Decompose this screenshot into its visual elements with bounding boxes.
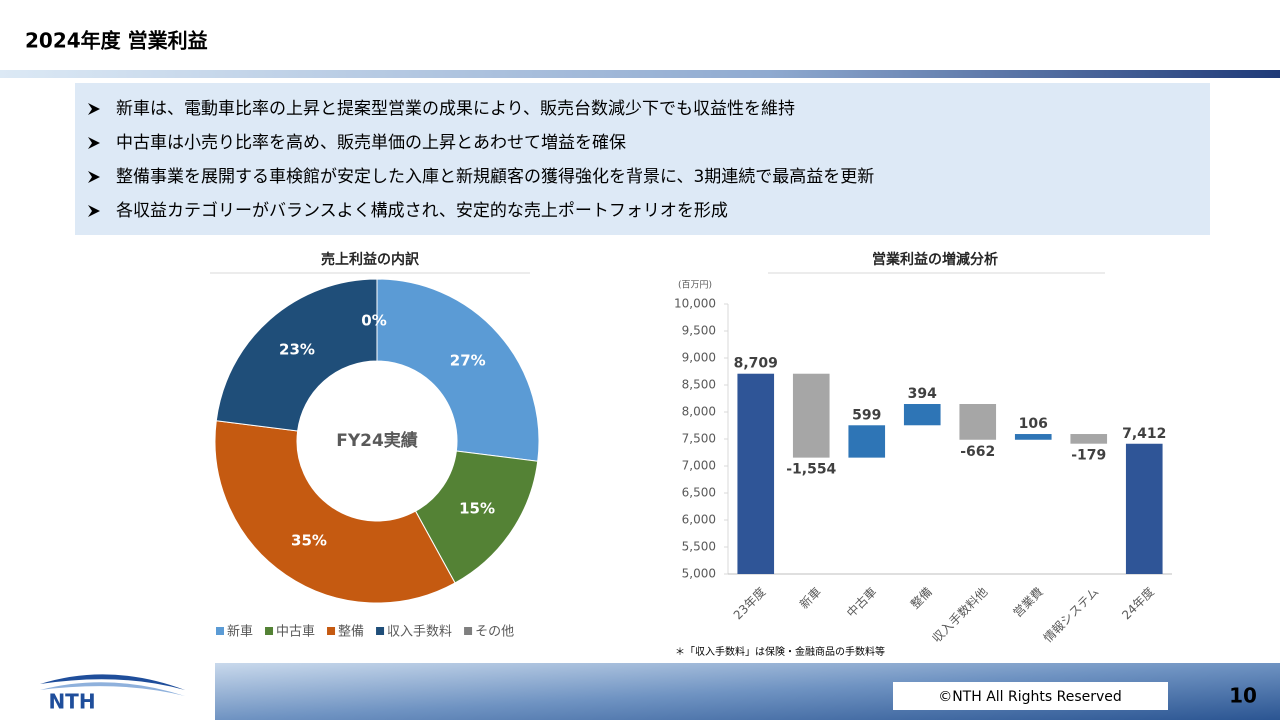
data-label: 27% <box>450 351 486 369</box>
legend-swatch <box>327 627 336 635</box>
y-tick-label: 8,500 <box>682 378 716 392</box>
donut-slice <box>214 420 456 604</box>
x-tick-label: 営業費 <box>1010 584 1046 620</box>
data-label: -662 <box>960 444 995 460</box>
bar <box>1070 434 1108 444</box>
donut-title: 売上利益の内訳 <box>321 251 420 268</box>
bullet-list: 新車は、電動車比率の上昇と提案型営業の成果により、販売台数減少下でも収益性を維持… <box>88 99 874 221</box>
bar <box>903 404 941 426</box>
bullet-arrow <box>88 171 100 183</box>
data-label: 599 <box>852 407 881 423</box>
data-label: 35% <box>291 532 327 550</box>
x-tick-label: 中古車 <box>843 584 879 620</box>
y-tick-label: 8,000 <box>682 405 716 419</box>
bar <box>1014 434 1052 440</box>
y-tick-label: 9,000 <box>682 351 716 365</box>
bar <box>1125 443 1163 574</box>
bullet-text: 中古車は小売り比率を高め、販売単価の上昇とあわせて増益を確保 <box>116 133 626 153</box>
x-tick-label: 情報システム <box>1041 585 1102 646</box>
waterfall-chart: 5,000 5,500 6,000 6,500 7,000 7,500 8,000 8,500… <box>674 297 1166 646</box>
bullet-text: 新車は、電動車比率の上昇と提案型営業の成果により、販売台数減少下でも収益性を維持 <box>116 99 795 119</box>
y-tick-label: 7,500 <box>682 432 716 446</box>
legend-label: 整備 <box>338 624 364 640</box>
bullet-arrow <box>88 137 100 149</box>
copyright: ©NTH All Rights Reserved <box>938 689 1122 705</box>
data-label: 15% <box>459 500 495 518</box>
legend-swatch <box>464 627 473 635</box>
logo-swoosh <box>40 682 185 696</box>
bullet-box <box>75 83 1210 235</box>
footnote: ＊「収入手数料」は保険・金融商品の手数料等 <box>675 645 885 658</box>
data-label: 106 <box>1019 416 1048 432</box>
x-tick-label: 収入手数料他 <box>929 584 991 646</box>
page-number: 10 <box>1229 684 1257 708</box>
logo-swoosh <box>40 674 185 690</box>
donut-slice <box>376 278 540 462</box>
legend-label: 収入手数料 <box>387 625 452 640</box>
data-label: -179 <box>1071 448 1106 464</box>
bar <box>737 373 775 574</box>
bullet-arrow <box>88 103 100 115</box>
y-tick-label: 5,000 <box>682 567 716 581</box>
data-label: 7,412 <box>1122 426 1166 442</box>
slide-title: 2024年度 営業利益 <box>25 29 208 53</box>
data-label: -1,554 <box>786 462 836 478</box>
title-bar <box>0 70 1280 78</box>
data-label: 8,709 <box>734 356 778 372</box>
y-tick-label: 6,000 <box>682 513 716 527</box>
y-tick-label: 7,000 <box>682 459 716 473</box>
y-tick-label: 5,500 <box>682 540 716 554</box>
donut-slice <box>215 278 378 432</box>
unit-label: (百万円) <box>678 280 712 291</box>
x-tick-label: 23年度 <box>730 584 768 622</box>
legend-swatch <box>376 627 385 635</box>
legend-label: 中古車 <box>276 625 315 640</box>
bullet-arrow <box>88 205 100 217</box>
center-label: FY24実績 <box>336 430 418 451</box>
x-tick-label: 整備 <box>907 584 935 612</box>
y-tick-label: 6,500 <box>682 486 716 500</box>
bullet-text: 各収益カテゴリーがバランスよく構成され、安定的な売上ポートフォリオを形成 <box>116 200 728 221</box>
bar <box>959 404 997 440</box>
legend-swatch <box>265 627 274 635</box>
legend-label: 新車 <box>227 624 253 640</box>
y-tick-label: 9,500 <box>682 324 716 338</box>
logo-text: NTH <box>48 690 95 714</box>
data-label: 23% <box>279 341 315 359</box>
waterfall-title: 営業利益の増減分析 <box>872 251 998 268</box>
legend-swatch <box>216 627 224 635</box>
data-label: 394 <box>908 386 937 402</box>
y-tick-label: 10,000 <box>674 297 716 311</box>
data-label: 0% <box>361 312 386 330</box>
legend-label: その他 <box>475 625 514 640</box>
copyright-box <box>893 682 1168 710</box>
x-tick-label: 24年度 <box>1118 584 1156 622</box>
bar <box>792 373 830 458</box>
bar <box>848 425 886 458</box>
bullet-text: 整備事業を展開する車検館が安定した入庫と新規顧客の獲得強化を背景に、3期連続で最… <box>116 167 874 187</box>
x-tick-label: 新車 <box>796 584 824 612</box>
